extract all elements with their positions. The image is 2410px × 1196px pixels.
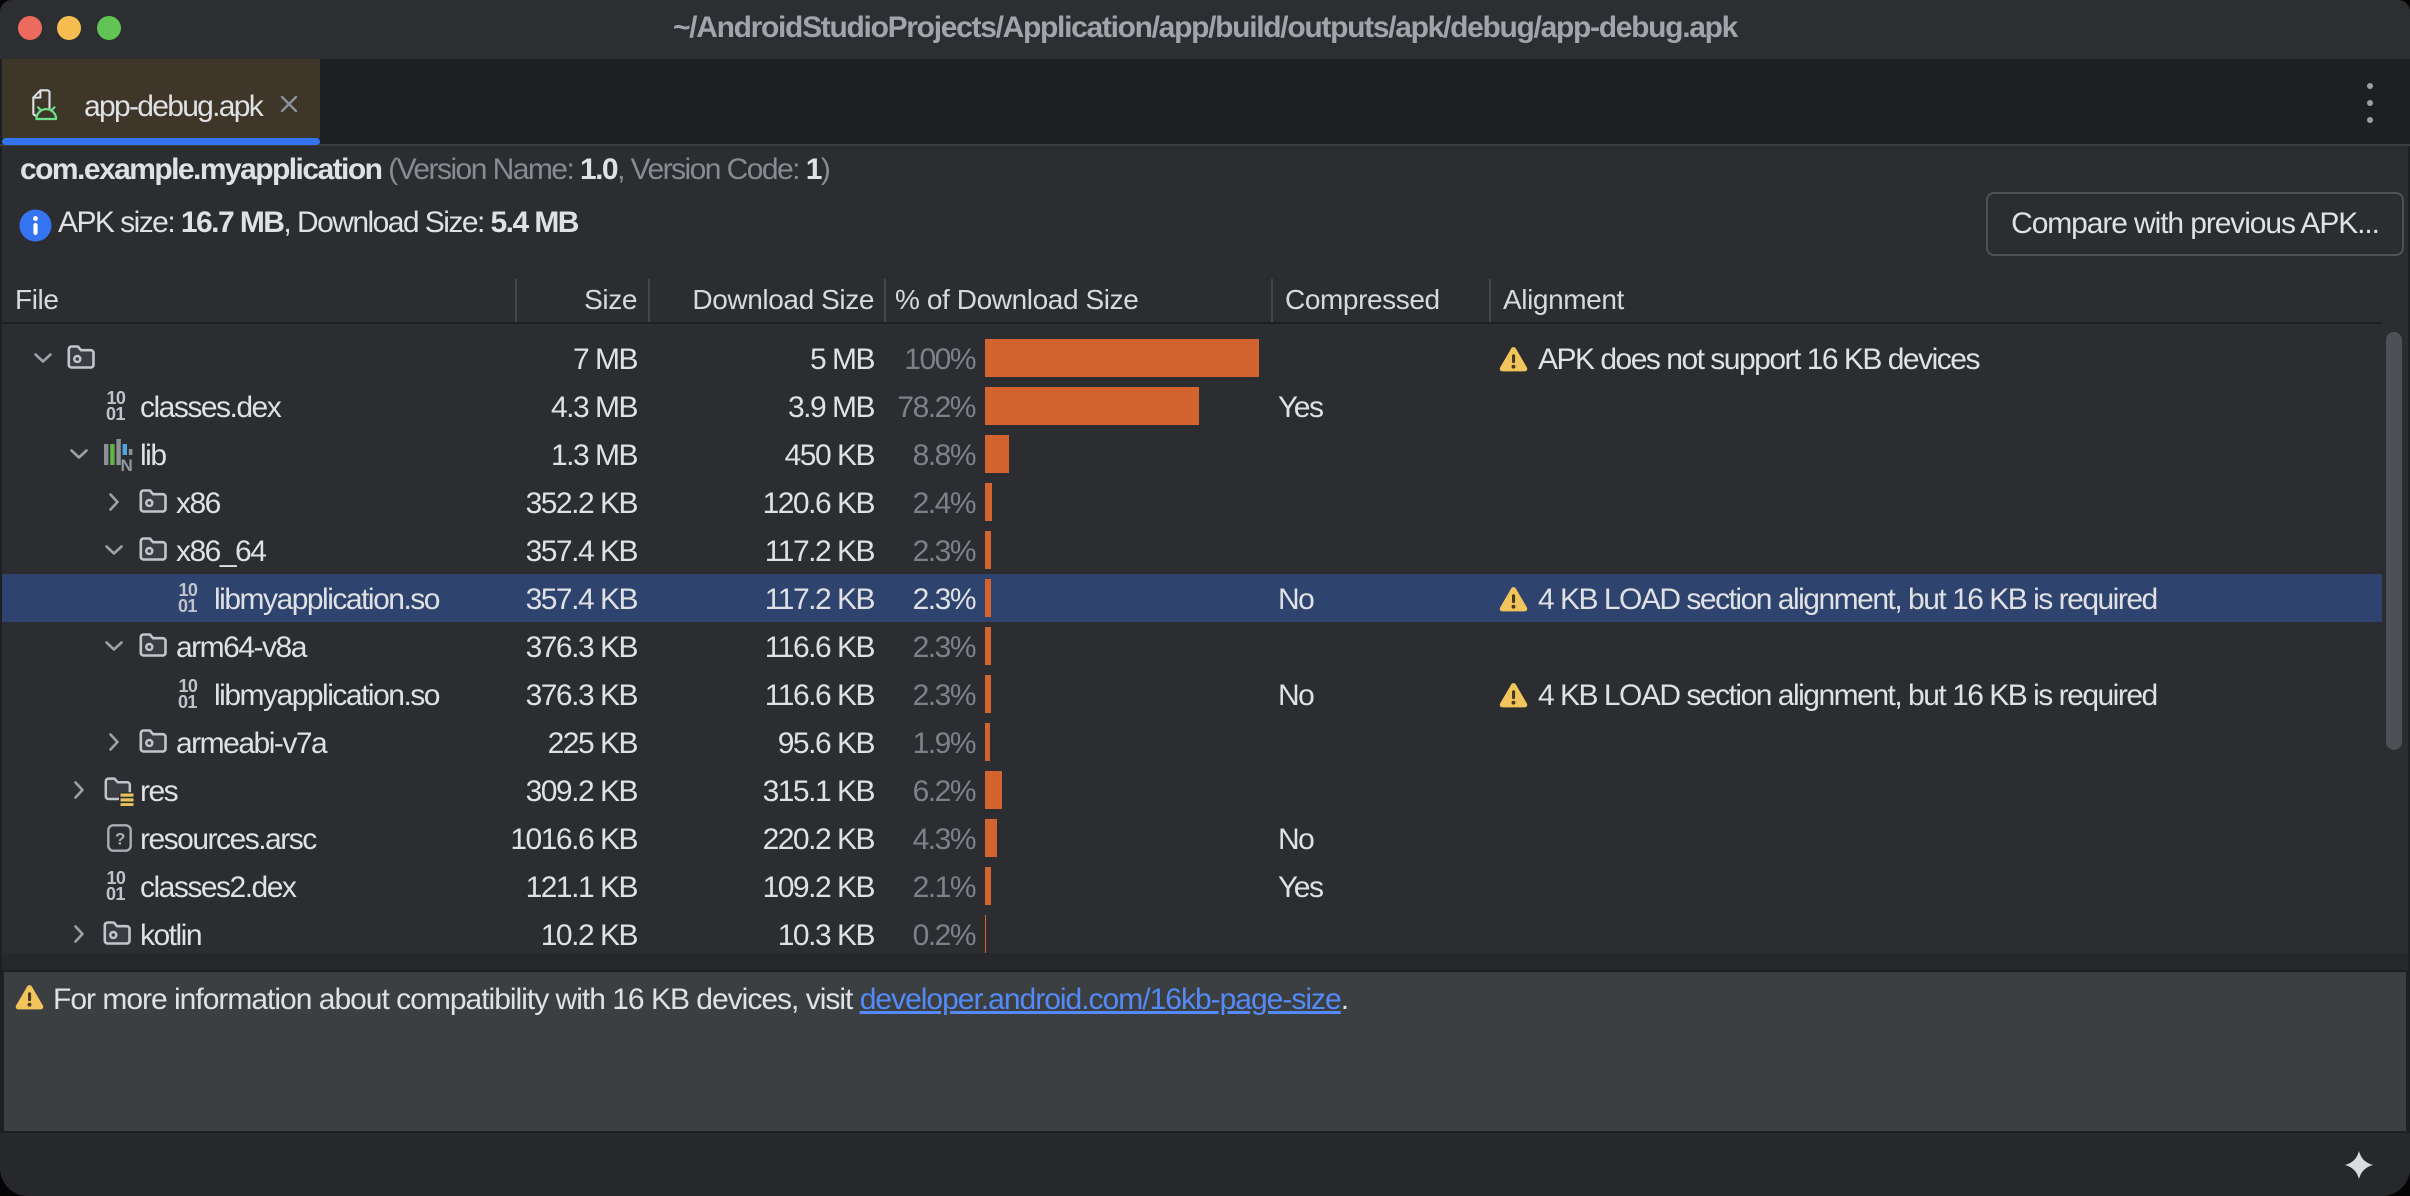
svg-text:10: 10 xyxy=(107,871,126,888)
svg-text:N: N xyxy=(121,456,133,472)
svg-text:01: 01 xyxy=(178,596,197,615)
svg-text:01: 01 xyxy=(106,884,125,903)
svg-text:10: 10 xyxy=(107,391,126,408)
svg-text:10: 10 xyxy=(179,583,198,600)
svg-text:?: ? xyxy=(115,830,125,849)
svg-text:01: 01 xyxy=(178,692,197,711)
svg-text:01: 01 xyxy=(106,404,125,423)
svg-text:10: 10 xyxy=(179,679,198,696)
